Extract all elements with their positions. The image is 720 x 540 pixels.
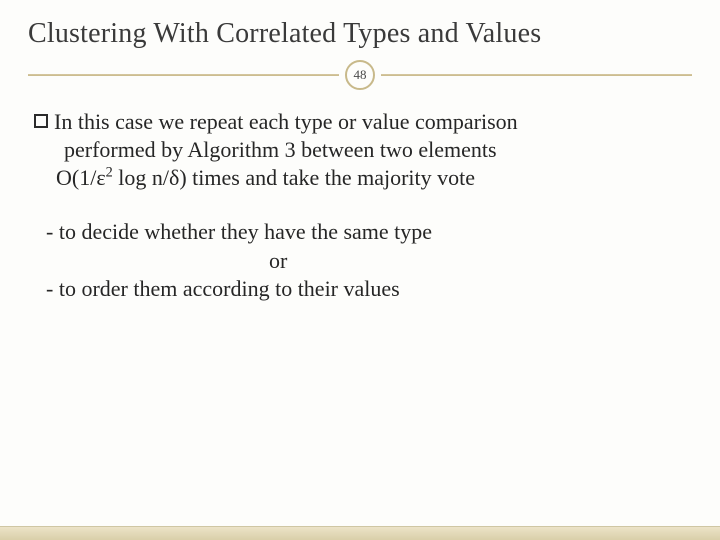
paragraph-main: In this case we repeat each type or valu… [54,108,518,192]
title-divider: 48 [28,60,692,90]
bullet-item: In this case we repeat each type or valu… [34,108,686,192]
sub-line-2: - to order them according to their value… [46,275,686,303]
body-line-3-sup: 2 [106,165,113,181]
vertical-spacer [34,192,686,218]
body-line-1: In this case we repeat each type or valu… [54,109,518,134]
body-line-3-prefix: O(1/ε [56,165,106,190]
body-line-3-suffix: log n/δ) times and take the majority vot… [113,165,475,190]
divider-line-right [381,74,692,76]
sub-points: - to decide whether they have the same t… [34,218,686,302]
sub-line-1: - to decide whether they have the same t… [46,218,686,246]
body-line-3: O(1/ε2 log n/δ) times and take the major… [56,164,518,192]
slide-body: In this case we repeat each type or valu… [28,90,692,303]
slide-number-badge: 48 [345,60,375,90]
square-bullet-icon [34,114,48,128]
footer-accent-bar [0,526,720,540]
divider-line-left [28,74,339,76]
body-line-2: performed by Algorithm 3 between two ele… [64,136,518,164]
slide-container: Clustering With Correlated Types and Val… [0,0,720,540]
sub-or: or [269,247,686,275]
slide-title: Clustering With Correlated Types and Val… [28,18,692,50]
